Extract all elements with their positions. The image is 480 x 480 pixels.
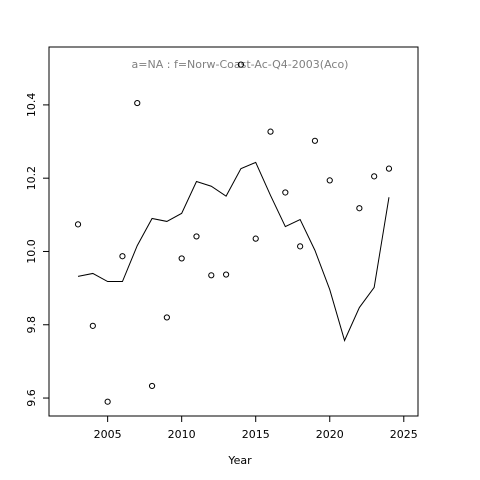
- data-point: [134, 99, 141, 107]
- data-point: [193, 233, 200, 240]
- x-tick-label: 2020: [316, 428, 344, 441]
- data-point: [148, 382, 156, 390]
- data-point: [178, 255, 185, 262]
- data-point: [282, 189, 289, 196]
- x-tick-label: 2010: [168, 428, 196, 441]
- y-tick-label: 9.8: [25, 316, 38, 334]
- data-point: [163, 314, 170, 321]
- data-point: [119, 253, 126, 260]
- data-point: [222, 271, 230, 278]
- data-point: [371, 173, 378, 180]
- y-tick-label: 10.0: [25, 239, 38, 264]
- x-tick-label: 2015: [242, 428, 270, 441]
- data-point: [326, 177, 333, 184]
- data-point: [311, 137, 319, 144]
- x-axis-label: Year: [227, 454, 252, 467]
- data-line: [77, 161, 390, 342]
- x-tick-label: 2005: [94, 428, 122, 441]
- data-point: [297, 243, 304, 250]
- chart-title: a=NA : f=Norw-Coast-Ac-Q4-2003(Aco): [132, 58, 349, 71]
- data-point: [74, 221, 82, 228]
- data-point: [104, 398, 111, 405]
- x-tick-label: 2025: [390, 428, 418, 441]
- plot-frame: [48, 46, 419, 417]
- data-point: [385, 165, 393, 172]
- data-point: [267, 128, 274, 135]
- data-point: [89, 322, 96, 329]
- data-point: [208, 272, 215, 279]
- data-point: [237, 61, 245, 68]
- data-point: [356, 205, 363, 212]
- data-point: [252, 235, 259, 242]
- y-tick-label: 10.2: [25, 166, 38, 191]
- y-tick-label: 10.4: [25, 93, 38, 118]
- y-tick-label: 9.6: [25, 389, 38, 407]
